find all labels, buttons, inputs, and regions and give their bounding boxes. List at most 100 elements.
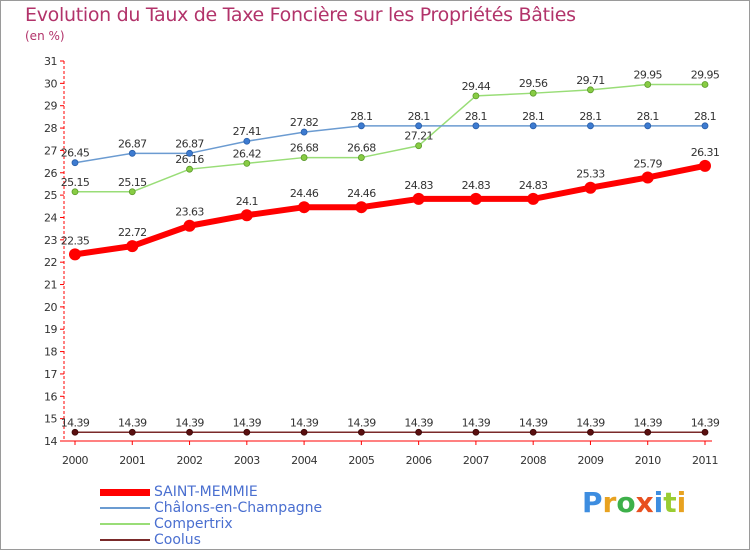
proxiti-logo: Proxiti xyxy=(582,486,686,519)
logo-letter: t xyxy=(663,486,677,519)
data-label: 28.1 xyxy=(522,110,544,123)
y-tick-label: 28 xyxy=(44,122,57,135)
y-tick-label: 30 xyxy=(44,77,57,90)
data-point xyxy=(298,201,311,214)
chart-title: Evolution du Taux de Taxe Foncière sur l… xyxy=(25,4,576,26)
data-label: 28.1 xyxy=(408,110,430,123)
data-label: 26.45 xyxy=(61,147,90,160)
logo-letter: i xyxy=(676,486,687,519)
data-point xyxy=(71,159,79,167)
data-label: 14.39 xyxy=(404,416,433,429)
data-point xyxy=(300,154,308,161)
x-tick-label: 2009 xyxy=(577,454,603,467)
data-point xyxy=(243,159,251,167)
data-point xyxy=(641,171,654,184)
data-point xyxy=(128,428,136,436)
data-point xyxy=(644,428,652,436)
y-tick-label: 31 xyxy=(44,55,57,68)
data-point xyxy=(587,428,594,436)
data-point xyxy=(357,122,365,130)
x-tick-label: 2006 xyxy=(406,454,432,467)
series-line-SAINT-MEMMIE xyxy=(74,162,706,258)
data-label: 26.68 xyxy=(347,142,376,155)
chart-legend: SAINT-MEMMIE Châlons-en-Champagne Compertr… xyxy=(100,484,322,548)
data-point xyxy=(587,122,594,130)
data-label: 24.46 xyxy=(290,187,319,200)
legend-label: Châlons-en-Champagne xyxy=(154,500,323,516)
legend-label: Compertrix xyxy=(154,516,233,532)
data-point xyxy=(644,122,652,130)
data-point xyxy=(71,188,79,196)
data-label: 24.83 xyxy=(404,179,433,192)
data-point xyxy=(415,122,423,130)
data-label: 14.39 xyxy=(462,416,491,429)
data-point xyxy=(472,122,480,130)
x-tick-label: 2002 xyxy=(177,454,203,467)
x-tick-label: 2001 xyxy=(119,454,145,467)
data-point xyxy=(529,428,537,436)
data-point xyxy=(300,128,308,136)
y-tick-label: 26 xyxy=(44,167,57,180)
data-point xyxy=(701,81,709,88)
data-point xyxy=(701,428,709,436)
data-label: 28.1 xyxy=(465,110,487,123)
data-point xyxy=(186,165,193,173)
y-tick-label: 16 xyxy=(44,390,57,403)
x-tick-label: 2000 xyxy=(62,454,88,467)
data-label: 29.95 xyxy=(691,68,720,81)
data-label: 22.35 xyxy=(61,234,90,247)
data-label: 28.1 xyxy=(694,110,716,123)
x-tick-label: 2003 xyxy=(234,454,260,467)
series-line-Châlons-en-Champagne xyxy=(74,125,705,164)
data-point xyxy=(529,89,537,97)
logo-letter: o xyxy=(616,486,636,519)
data-label: 26.68 xyxy=(290,142,319,155)
data-point xyxy=(69,248,81,261)
data-label: 29.71 xyxy=(576,74,605,87)
y-tick-label: 18 xyxy=(44,346,57,359)
data-point xyxy=(126,240,139,253)
data-label: 25.15 xyxy=(61,176,90,189)
data-point xyxy=(701,122,709,130)
legend-item: Châlons-en-Champagne xyxy=(100,500,322,516)
data-point xyxy=(472,92,480,100)
data-label: 24.83 xyxy=(519,179,548,192)
data-point xyxy=(357,428,365,436)
data-label: 23.63 xyxy=(175,206,204,219)
y-tick-label: 25 xyxy=(44,189,57,202)
data-point xyxy=(128,149,136,157)
data-point xyxy=(644,81,652,88)
data-label: 14.39 xyxy=(175,416,204,429)
data-point xyxy=(527,192,540,205)
logo-letter: P xyxy=(582,486,603,519)
x-tick-label: 2005 xyxy=(348,454,374,467)
legend-item: Coolus xyxy=(100,532,322,548)
data-point xyxy=(587,86,594,94)
data-point xyxy=(186,428,193,436)
y-tick-label: 20 xyxy=(44,301,57,314)
data-point xyxy=(128,188,136,196)
data-label: 29.44 xyxy=(462,80,491,93)
data-label: 14.39 xyxy=(290,416,319,429)
data-point xyxy=(584,181,597,194)
y-tick-label: 24 xyxy=(44,211,57,224)
data-point xyxy=(699,159,711,172)
data-label: 14.39 xyxy=(633,416,662,429)
y-tick-label: 29 xyxy=(44,100,57,113)
data-point xyxy=(415,428,423,436)
data-label: 28.1 xyxy=(637,110,659,123)
data-point xyxy=(240,209,253,222)
data-point xyxy=(357,154,365,161)
legend-item: Compertrix xyxy=(100,516,322,532)
data-label: 24.83 xyxy=(462,179,491,192)
data-point xyxy=(243,137,251,145)
y-tick-label: 17 xyxy=(44,368,57,381)
data-label: 26.87 xyxy=(118,137,147,150)
data-label: 14.39 xyxy=(576,416,605,429)
data-label: 24.1 xyxy=(236,195,258,208)
logo-letter: i xyxy=(653,486,664,519)
data-label: 27.21 xyxy=(404,130,433,143)
y-tick-label: 23 xyxy=(44,234,57,247)
